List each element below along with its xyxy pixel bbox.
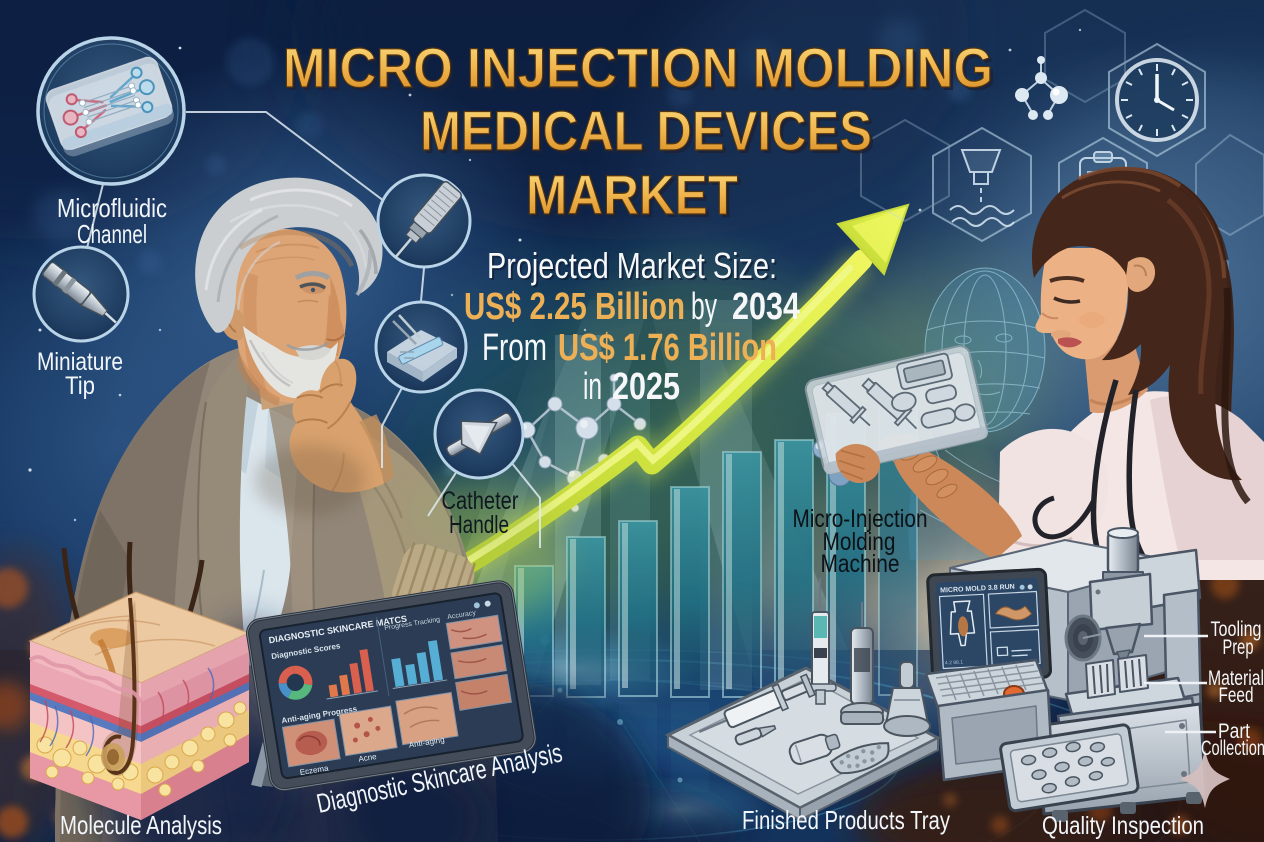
svg-text:in: in [583,366,602,408]
svg-text:Quality Inspection: Quality Inspection [1042,812,1204,840]
svg-text:Tooling: Tooling [1211,618,1262,641]
svg-text:Accuracy: Accuracy [447,610,477,621]
svg-text:From: From [482,327,547,369]
svg-text:Catheter: Catheter [442,487,519,515]
svg-text:MEDICAL DEVICES: MEDICAL DEVICES [420,99,872,162]
svg-text:Tip: Tip [65,372,95,400]
svg-text:Collection: Collection [1201,737,1264,760]
svg-text:MARKET: MARKET [526,163,738,226]
svg-text:Acne: Acne [358,752,378,764]
svg-text:Part: Part [1218,720,1250,743]
svg-text:Finished Products Tray: Finished Products Tray [742,805,950,835]
svg-text:Projected Market Size:: Projected Market Size: [487,245,777,286]
svg-text:MICRO INJECTION MOLDING: MICRO INJECTION MOLDING [286,39,996,102]
svg-text:Machine: Machine [821,550,900,578]
svg-text:US$ 2.25 Billion: US$ 2.25 Billion [464,286,685,328]
svg-text:Miniature: Miniature [37,348,123,376]
svg-text:by: by [691,286,717,328]
svg-text:Material: Material [1208,667,1264,690]
svg-text:Feed: Feed [1219,684,1254,707]
svg-text:Molecule Analysis: Molecule Analysis [60,810,222,840]
svg-text:MEDICAL DEVICES: MEDICAL DEVICES [423,102,875,165]
svg-text:Prep: Prep [1223,636,1254,659]
svg-text:4.2 98.1: 4.2 98.1 [945,659,964,666]
svg-text:MARKET: MARKET [529,166,741,229]
svg-text:US$ 1.76 Billion: US$ 1.76 Billion [558,327,777,369]
svg-text:Handle: Handle [449,511,509,539]
svg-text:Microfluidic: Microfluidic [57,193,167,223]
svg-text:MICRO MOLD 3.8 RUN: MICRO MOLD 3.8 RUN [940,584,1015,595]
svg-text:Micro-Injection: Micro-Injection [793,505,928,533]
svg-text:Molding: Molding [823,528,896,556]
svg-text:2034: 2034 [732,286,800,328]
svg-text:MICRO INJECTION MOLDING: MICRO INJECTION MOLDING [283,36,993,99]
svg-text:Projected Market Size:: Projected Market Size: [489,247,779,288]
svg-text:Channel: Channel [77,219,147,249]
svg-text:2025: 2025 [612,366,680,408]
